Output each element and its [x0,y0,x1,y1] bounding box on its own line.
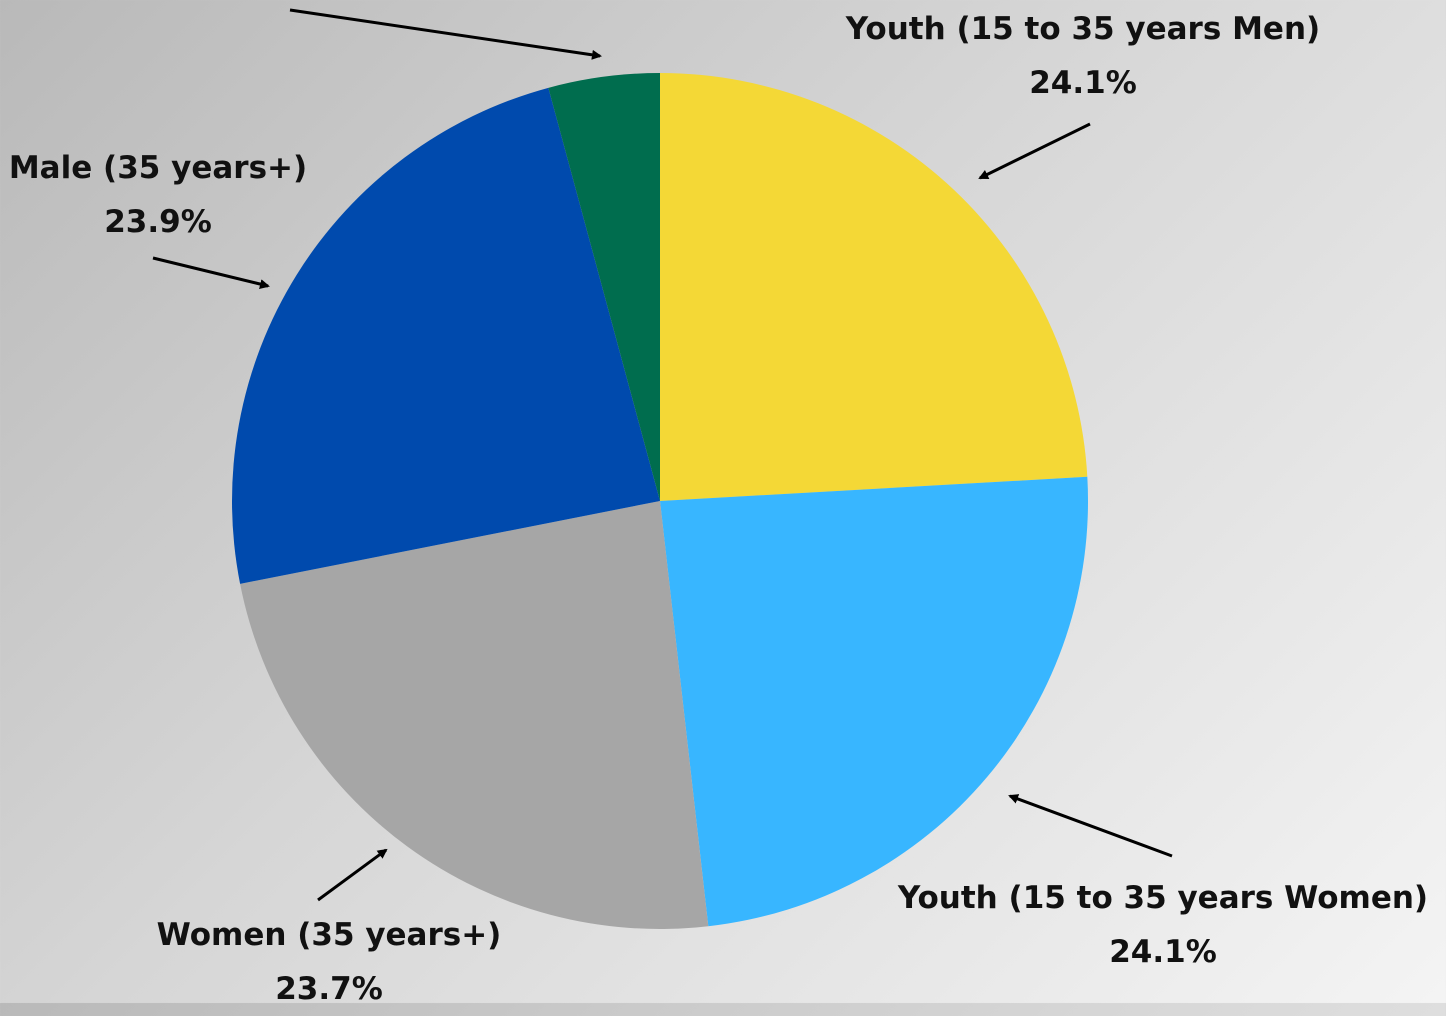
pie-slice-4 [548,73,660,501]
label-male-35plus-name: Male (35 years+) [8,150,308,186]
label-youth-women-value: 24.1% [1109,934,1217,970]
label-male-35plus: Male (35 years+) 23.9% [8,141,308,249]
pointer-arrow-youth-men [978,122,1091,180]
label-youth-women: Youth (15 to 35 years Women) 24.1% [893,871,1433,979]
label-youth-men: Youth (15 to 35 years Men) 24.1% [843,2,1323,110]
pointer-arrow-youth-women [1008,794,1173,858]
label-youth-men-value: 24.1% [1029,65,1137,101]
pie-slice-3 [231,87,660,584]
label-women-35plus-value: 23.7% [275,971,383,1007]
label-women-35plus: Women (35 years+) 23.7% [155,908,503,1016]
label-youth-men-name: Youth (15 to 35 years Men) [845,11,1321,47]
pointer-arrow-male-35plus [152,256,270,289]
label-pointers [152,8,1173,902]
pointer-arrow-women-35plus [317,848,388,902]
pointer-arrow-small-slice [289,8,602,60]
label-male-35plus-value: 23.9% [104,204,212,240]
pie-slice-1 [660,476,1089,927]
label-women-35plus-name: Women (35 years+) [156,917,502,953]
pie-slice-2 [240,501,709,930]
label-youth-women-name: Youth (15 to 35 years Women) [897,880,1429,916]
pie-slice-0 [660,73,1088,501]
